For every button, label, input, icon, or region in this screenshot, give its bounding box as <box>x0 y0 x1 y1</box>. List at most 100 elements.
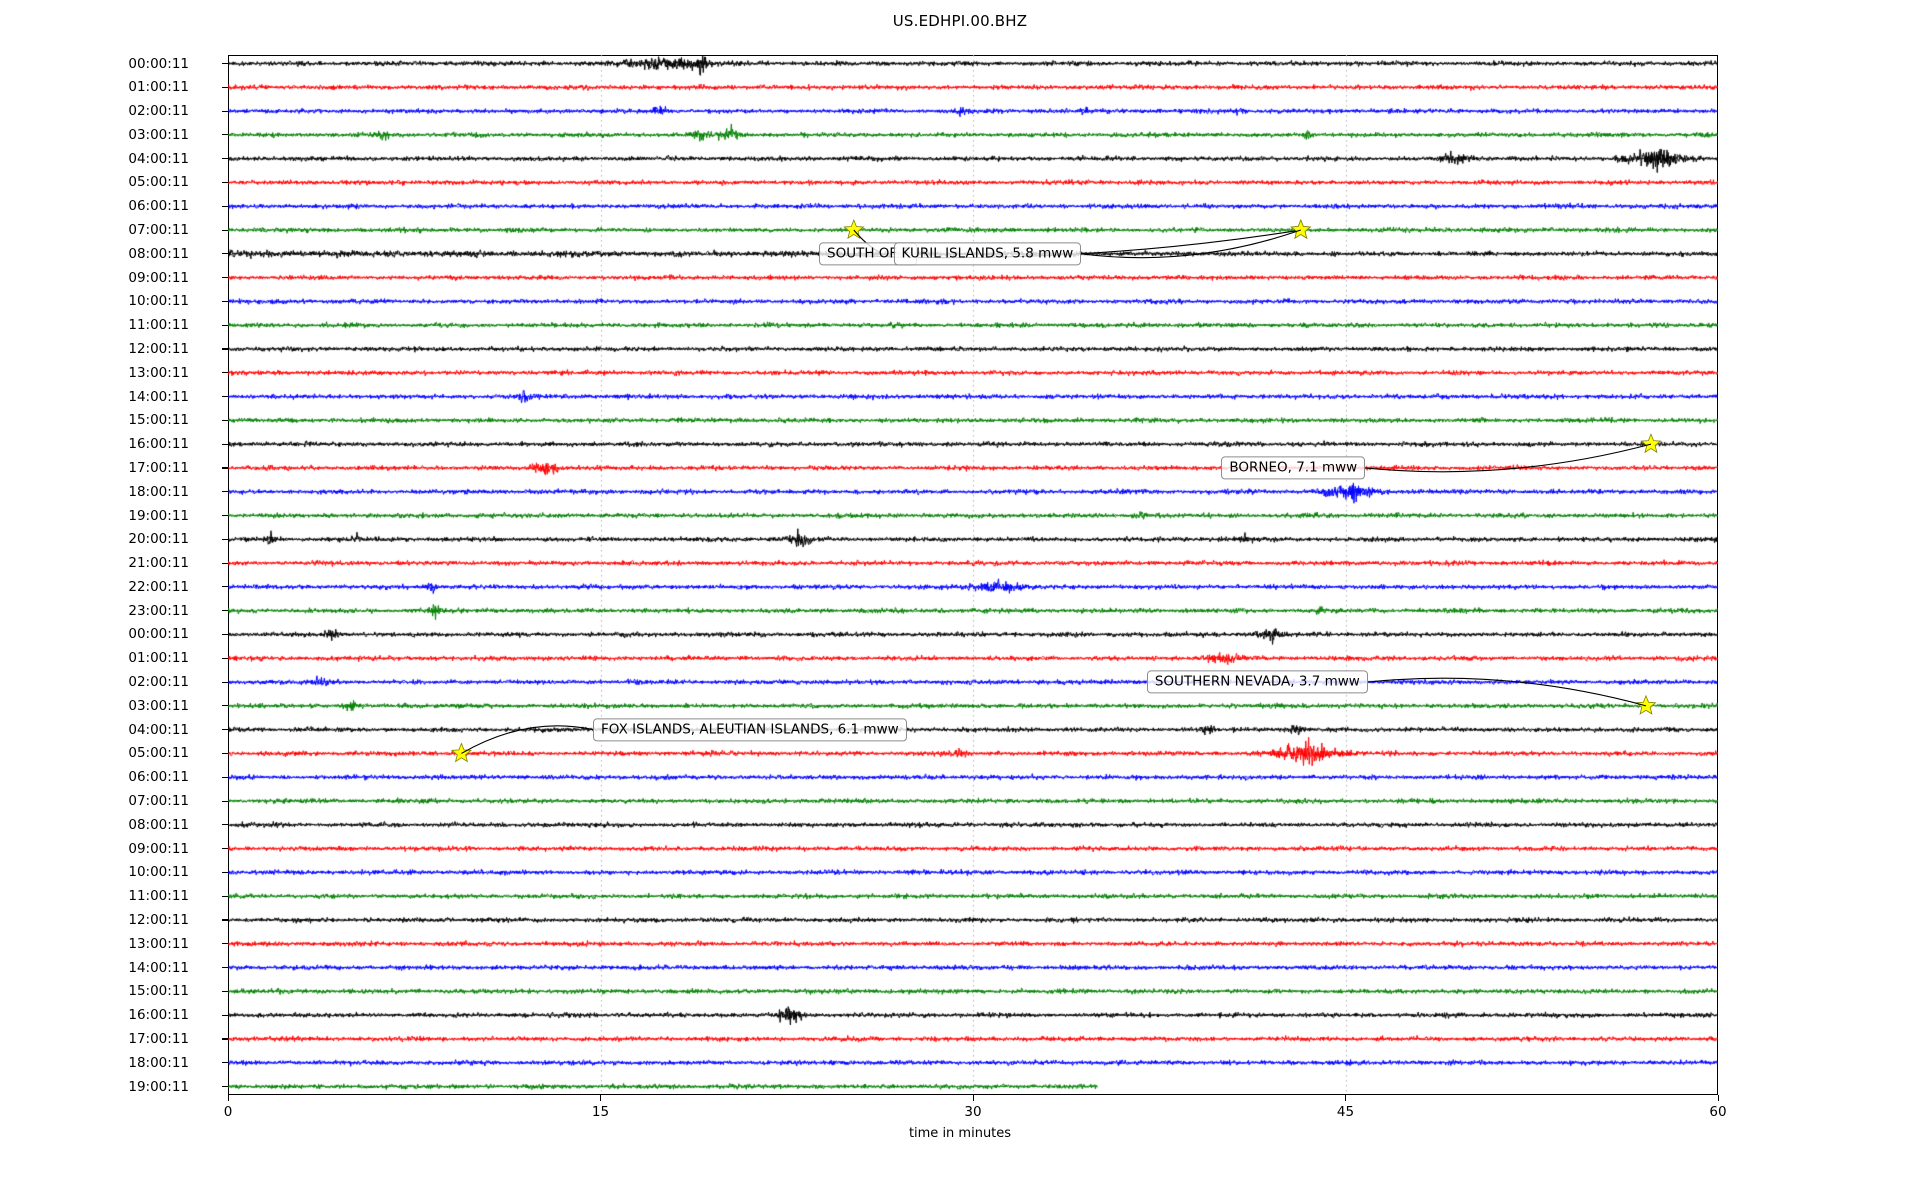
y-tick-label: 13:00:11 <box>128 364 189 381</box>
event-label-box: KURIL ISLANDS, 5.8 mww <box>893 242 1082 266</box>
y-tick-label: 03:00:11 <box>128 697 189 714</box>
y-tick-label: 17:00:11 <box>128 459 189 476</box>
event-label-box: FOX ISLANDS, ALEUTIAN ISLANDS, 6.1 mww <box>593 718 907 742</box>
y-tick-mark <box>222 372 228 374</box>
y-tick-label: 01:00:11 <box>128 650 189 667</box>
y-tick-mark <box>222 515 228 517</box>
y-tick-label: 11:00:11 <box>128 317 189 334</box>
y-tick-mark <box>222 848 228 850</box>
y-tick-mark <box>222 538 228 540</box>
y-tick-mark <box>222 253 228 255</box>
y-tick-label: 19:00:11 <box>128 507 189 524</box>
y-tick-mark <box>222 657 228 659</box>
y-tick-label: 04:00:11 <box>128 721 189 738</box>
y-tick-label: 00:00:11 <box>128 626 189 643</box>
x-tick-label: 45 <box>1336 1104 1355 1120</box>
y-tick-mark <box>222 800 228 802</box>
y-tick-mark <box>222 562 228 564</box>
y-tick-mark <box>222 776 228 778</box>
y-tick-label: 23:00:11 <box>128 602 189 619</box>
y-tick-label: 13:00:11 <box>128 935 189 952</box>
y-tick-label: 15:00:11 <box>128 412 189 429</box>
x-tick-mark <box>1345 1095 1347 1101</box>
y-tick-mark <box>222 1014 228 1016</box>
y-tick-mark <box>222 158 228 160</box>
y-tick-mark <box>222 86 228 88</box>
y-tick-mark <box>222 419 228 421</box>
y-tick-mark <box>222 63 228 65</box>
y-tick-label: 09:00:11 <box>128 840 189 857</box>
y-tick-label: 05:00:11 <box>128 745 189 762</box>
y-tick-label: 07:00:11 <box>128 222 189 239</box>
y-tick-label: 01:00:11 <box>128 79 189 96</box>
x-tick-label: 0 <box>223 1104 233 1120</box>
y-tick-mark <box>222 681 228 683</box>
y-tick-label: 14:00:11 <box>128 959 189 976</box>
y-tick-mark <box>222 348 228 350</box>
y-tick-mark <box>222 300 228 302</box>
x-tick-label: 60 <box>1709 1104 1727 1120</box>
x-tick-label: 30 <box>964 1104 982 1120</box>
y-tick-mark <box>222 705 228 707</box>
y-tick-label: 02:00:11 <box>128 674 189 691</box>
y-tick-mark <box>222 729 228 731</box>
y-tick-mark <box>222 467 228 469</box>
y-tick-label: 17:00:11 <box>128 1030 189 1047</box>
y-tick-label: 18:00:11 <box>128 1054 189 1071</box>
y-tick-label: 08:00:11 <box>128 816 189 833</box>
x-tick-mark <box>600 1095 602 1101</box>
y-tick-mark <box>222 586 228 588</box>
y-tick-label: 02:00:11 <box>128 103 189 120</box>
y-tick-label: 16:00:11 <box>128 1007 189 1024</box>
y-tick-label: 19:00:11 <box>128 1078 189 1095</box>
y-tick-label: 00:00:11 <box>128 55 189 72</box>
y-tick-label: 12:00:11 <box>128 911 189 928</box>
y-tick-mark <box>222 895 228 897</box>
y-tick-mark <box>222 443 228 445</box>
y-tick-mark <box>222 229 228 231</box>
y-tick-mark <box>222 919 228 921</box>
y-tick-mark <box>222 1086 228 1088</box>
y-tick-label: 10:00:11 <box>128 293 189 310</box>
y-tick-mark <box>222 990 228 992</box>
y-tick-mark <box>222 967 228 969</box>
y-tick-label: 22:00:11 <box>128 578 189 595</box>
y-tick-label: 04:00:11 <box>128 150 189 167</box>
x-tick-mark <box>1717 1095 1719 1101</box>
y-tick-label: 09:00:11 <box>128 269 189 286</box>
y-tick-mark <box>222 610 228 612</box>
y-tick-mark <box>222 181 228 184</box>
y-tick-mark <box>222 277 228 279</box>
y-tick-mark <box>222 396 228 398</box>
x-tick-mark <box>227 1095 229 1101</box>
y-tick-label: 06:00:11 <box>128 769 189 786</box>
plot-axes <box>228 55 1718 1095</box>
y-tick-label: 03:00:11 <box>128 126 189 143</box>
x-axis-title: time in minutes <box>908 1126 1012 1141</box>
y-tick-label: 10:00:11 <box>128 864 189 881</box>
y-tick-label: 06:00:11 <box>128 198 189 215</box>
y-tick-mark <box>222 943 228 945</box>
y-tick-mark <box>222 1062 228 1064</box>
y-tick-mark <box>222 752 228 755</box>
x-tick-label: 15 <box>591 1104 610 1120</box>
seismogram-traces <box>228 55 1718 1095</box>
event-label-box: SOUTHERN NEVADA, 3.7 mww <box>1146 670 1368 694</box>
y-tick-label: 14:00:11 <box>128 388 189 405</box>
y-tick-mark <box>222 1038 228 1040</box>
y-tick-label: 07:00:11 <box>128 793 189 809</box>
y-tick-mark <box>222 205 228 207</box>
y-tick-mark <box>222 871 228 873</box>
y-tick-label: 12:00:11 <box>128 340 189 357</box>
x-tick-mark <box>972 1095 974 1101</box>
y-tick-label: 15:00:11 <box>128 983 189 1000</box>
event-label-box: BORNEO, 7.1 mww <box>1221 456 1366 480</box>
y-tick-label: 16:00:11 <box>128 436 189 453</box>
y-tick-mark <box>222 824 228 826</box>
y-tick-mark <box>222 110 228 112</box>
y-tick-label: 08:00:11 <box>128 245 189 262</box>
y-tick-mark <box>222 633 228 636</box>
y-tick-mark <box>222 491 228 493</box>
y-tick-label: 20:00:11 <box>128 531 189 548</box>
